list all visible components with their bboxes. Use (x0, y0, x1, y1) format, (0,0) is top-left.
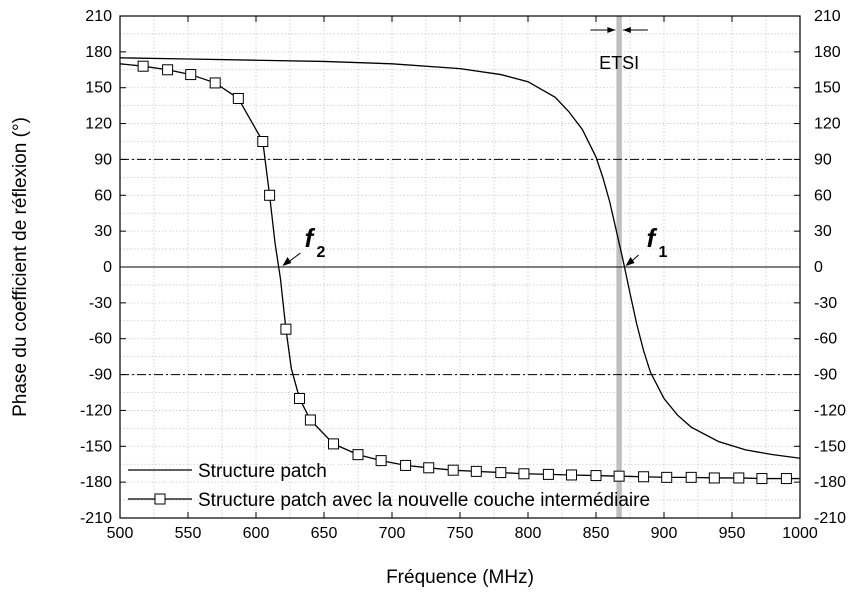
series-marker-square (185, 69, 197, 81)
right-y-tick-label: -90 (814, 367, 837, 384)
right-y-tick-label: 120 (814, 116, 841, 133)
y-tick-label: -30 (89, 295, 112, 312)
legend-label-structure-patch: Structure patch (198, 461, 327, 482)
series-marker-square (756, 473, 768, 485)
x-tick-label: 750 (447, 525, 474, 542)
right-y-tick-label: -180 (814, 474, 846, 491)
series-marker-square (638, 471, 650, 483)
x-tick-label: 1000 (782, 525, 818, 542)
y-tick-label: -150 (80, 438, 112, 455)
f2-arrowhead (282, 257, 292, 266)
series-marker-square (304, 414, 316, 426)
x-axis-title: Fréquence (MHz) (386, 567, 534, 588)
series-marker-square (280, 323, 292, 335)
series-line-1 (119, 57, 801, 459)
f2-label: f (304, 223, 315, 253)
reference-lines (120, 158, 800, 376)
y-tick-label: 120 (85, 116, 112, 133)
y-tick-label: -180 (80, 474, 112, 491)
y-tick-label: 60 (94, 187, 112, 204)
series-marker-square (137, 60, 149, 72)
legend: Structure patch Structure patch avec la n… (128, 461, 650, 511)
series-marker-square (423, 462, 435, 474)
x-tick-label: 600 (243, 525, 270, 542)
x-tick-label: 800 (515, 525, 542, 542)
series-marker-square (209, 77, 221, 89)
etsi-arrowhead-left (607, 27, 616, 33)
tick-layer: 500 550 600 650 700 750 800 850 900 950 1000-210-1… (80, 8, 846, 542)
series-marker-square (566, 469, 578, 481)
series-marker-square (661, 471, 673, 483)
y-tick-label: 150 (85, 80, 112, 97)
y-tick-label: -210 (80, 510, 112, 527)
series-layer (119, 57, 801, 485)
series-marker-square (328, 438, 340, 450)
y-tick-label: 90 (94, 151, 112, 168)
y-tick-label: 180 (85, 44, 112, 61)
x-tick-label: 850 (583, 525, 610, 542)
etsi-arrowhead-right (622, 27, 631, 33)
y-tick-label: -90 (89, 367, 112, 384)
series-marker-square (162, 64, 174, 76)
x-tick-label: 900 (651, 525, 678, 542)
series-marker-square (470, 465, 482, 477)
x-tick-label: 700 (379, 525, 406, 542)
right-y-tick-label: -120 (814, 402, 846, 419)
right-y-tick-label: -30 (814, 295, 837, 312)
legend-label-structure-patch-couche: Structure patch avec la nouvelle couche … (198, 490, 650, 511)
series-marker-square (518, 468, 530, 480)
right-y-tick-label: -150 (814, 438, 846, 455)
y-tick-label: 0 (103, 259, 112, 276)
right-y-tick-label: 210 (814, 8, 841, 25)
right-y-tick-label: 90 (814, 151, 832, 168)
legend-marker-square (154, 493, 166, 505)
f1-label: f (647, 223, 658, 253)
series-marker-square (780, 473, 792, 485)
right-y-tick-label: 180 (814, 44, 841, 61)
f2-subscript: 2 (316, 244, 325, 261)
y-tick-label: 30 (94, 223, 112, 240)
series-marker-square (733, 472, 745, 484)
x-tick-label: 950 (719, 525, 746, 542)
series-marker-square (294, 392, 306, 404)
y-tick-label: 210 (85, 8, 112, 25)
series-marker-square (352, 449, 364, 461)
series-marker-square (257, 136, 269, 147)
series-marker-square (685, 471, 697, 483)
y-axis-title: Phase du coefficient de réflexion (°) (10, 117, 31, 417)
series-marker-square (375, 455, 387, 467)
x-tick-label: 550 (175, 525, 202, 542)
right-y-tick-label: 30 (814, 223, 832, 240)
series-marker-square (495, 467, 507, 479)
x-tick-label: 650 (311, 525, 338, 542)
series-marker-square (264, 189, 276, 201)
series-marker-square (542, 468, 554, 480)
series-marker-square (447, 464, 459, 476)
series-marker-square (590, 470, 602, 482)
series-marker-square (232, 92, 244, 104)
y-tick-label: -120 (80, 402, 112, 419)
series-marker-square (613, 470, 625, 482)
etsi-label: ETSI (599, 53, 639, 73)
right-y-tick-label: 60 (814, 187, 832, 204)
right-y-tick-label: 150 (814, 80, 841, 97)
right-y-tick-label: 0 (814, 259, 823, 276)
series-marker-square (400, 459, 412, 471)
series-marker-square (708, 472, 720, 484)
right-y-tick-label: -210 (814, 510, 846, 527)
x-tick-label: 500 (107, 525, 134, 542)
f1-subscript: 1 (659, 244, 668, 261)
y-tick-label: -60 (89, 331, 112, 348)
f1-arrowhead (625, 257, 635, 266)
right-y-tick-label: -60 (814, 331, 837, 348)
